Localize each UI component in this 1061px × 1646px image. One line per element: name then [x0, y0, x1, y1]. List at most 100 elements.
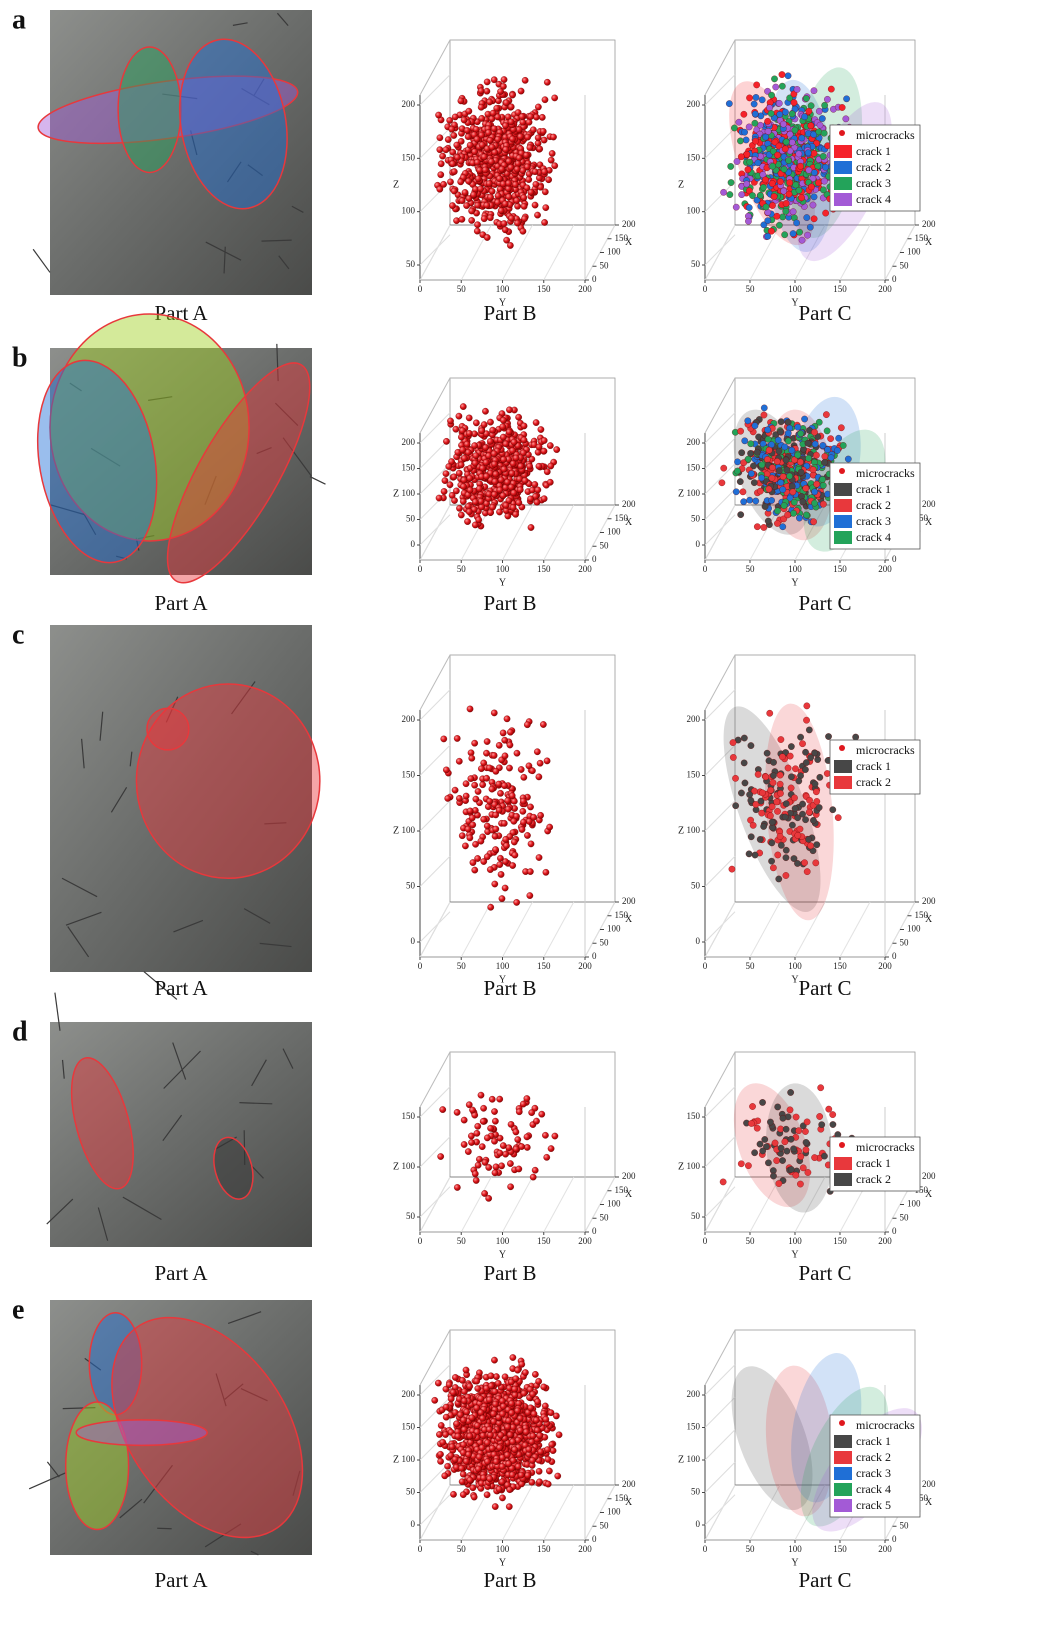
point — [524, 832, 530, 838]
point — [845, 456, 851, 462]
point — [542, 97, 548, 103]
point — [820, 482, 826, 488]
point — [536, 854, 542, 860]
point — [824, 96, 830, 102]
y-tick-label: 150 — [537, 1544, 551, 1554]
point — [487, 438, 493, 444]
point — [478, 104, 484, 110]
point — [497, 1096, 503, 1102]
grid-line — [544, 505, 574, 560]
point — [465, 449, 471, 455]
point — [787, 1107, 793, 1113]
point — [810, 466, 816, 472]
point — [776, 448, 782, 454]
y-tick-label: 150 — [833, 961, 847, 971]
point — [508, 1121, 514, 1127]
point — [843, 96, 849, 102]
point — [484, 88, 490, 94]
point — [830, 807, 836, 813]
x-tick-label: 200 — [622, 219, 636, 229]
point — [769, 163, 775, 169]
point — [801, 114, 807, 120]
legend-label: crack 1 — [856, 482, 891, 496]
x-tick-label: 200 — [622, 499, 636, 509]
point — [806, 809, 812, 815]
point — [518, 1143, 524, 1149]
part-caption: Part A — [154, 591, 208, 615]
point — [789, 139, 795, 145]
point — [472, 1171, 478, 1177]
point — [503, 146, 509, 152]
y-tick-label: 200 — [878, 961, 892, 971]
point — [465, 178, 471, 184]
point — [452, 787, 458, 793]
y-tick-label: 150 — [537, 1236, 551, 1246]
point — [795, 424, 801, 430]
point — [535, 104, 541, 110]
point — [769, 464, 775, 470]
point — [774, 458, 780, 464]
point — [526, 119, 532, 125]
point — [777, 772, 783, 778]
z-axis-edge — [705, 1052, 735, 1107]
point — [496, 175, 502, 181]
point — [471, 782, 477, 788]
x-tick-label: 100 — [907, 1199, 921, 1209]
point — [492, 1401, 498, 1407]
point — [479, 115, 485, 121]
x-axis-label: X — [625, 517, 633, 528]
point — [788, 743, 794, 749]
point — [450, 1491, 456, 1497]
point — [766, 105, 772, 111]
point — [499, 1479, 505, 1485]
point — [741, 129, 747, 135]
y-tick-label: 150 — [833, 284, 847, 294]
point — [786, 191, 792, 197]
point — [757, 836, 763, 842]
point — [442, 477, 448, 483]
point — [511, 839, 517, 845]
point — [783, 872, 789, 878]
y-tick-label: 0 — [703, 284, 708, 294]
point — [506, 765, 512, 771]
point — [821, 459, 827, 465]
point — [465, 133, 471, 139]
scatter-3d: 050100150200Z050100150200Y050100150200X — [393, 655, 636, 985]
panel-label: c — [12, 619, 24, 650]
z-axis-edge — [420, 1052, 450, 1107]
point — [752, 852, 758, 858]
point — [464, 518, 470, 524]
point — [804, 1119, 810, 1125]
point — [732, 803, 738, 809]
point — [493, 471, 499, 477]
point — [745, 456, 751, 462]
point — [787, 131, 793, 137]
y-tick-label: 150 — [537, 284, 551, 294]
grid-line — [461, 1177, 491, 1232]
point — [782, 109, 788, 115]
point — [782, 1139, 788, 1145]
point — [777, 781, 783, 787]
point — [541, 437, 547, 443]
point — [497, 790, 503, 796]
z-axis-label: Z — [393, 1454, 399, 1465]
y-tick-label: 50 — [457, 961, 467, 971]
point — [732, 775, 738, 781]
point — [759, 1099, 765, 1105]
point — [475, 1466, 481, 1472]
z-tick-label: 50 — [406, 259, 416, 269]
point — [741, 111, 747, 117]
point — [748, 834, 754, 840]
x-tick-label: 100 — [607, 1507, 621, 1517]
legend-swatch — [834, 760, 852, 773]
point — [536, 444, 542, 450]
point — [779, 83, 785, 89]
point — [777, 790, 783, 796]
point — [737, 428, 743, 434]
point — [541, 219, 547, 225]
z-tick-label: 100 — [402, 825, 416, 835]
point — [810, 817, 816, 823]
point — [549, 150, 555, 156]
y-tick-label: 50 — [457, 284, 467, 294]
point — [500, 492, 506, 498]
